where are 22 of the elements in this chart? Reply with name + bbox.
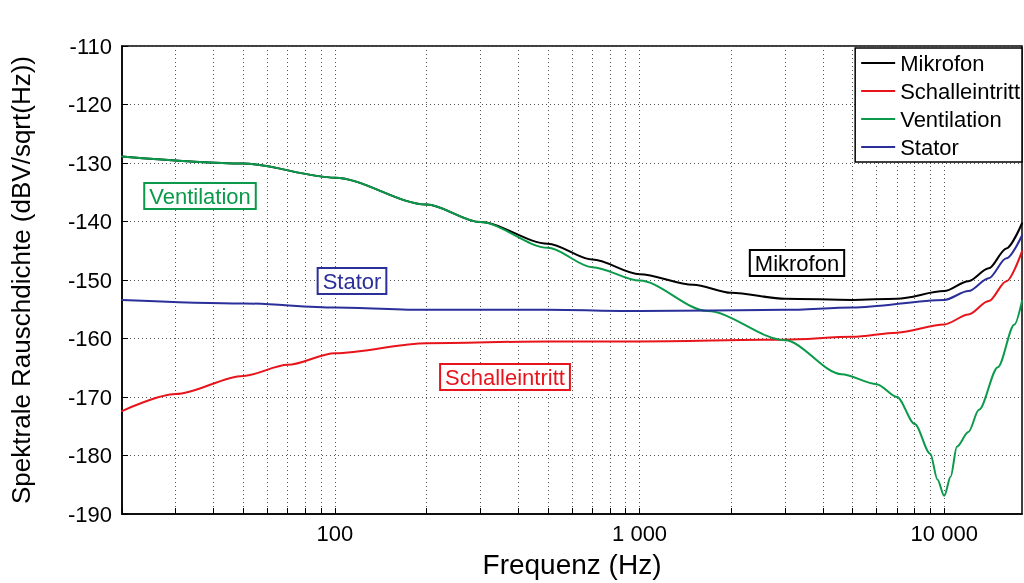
text: Mikrofon xyxy=(754,250,840,276)
y-tick-label: -150 xyxy=(67,267,112,293)
y-tick-label: -110 xyxy=(69,33,112,59)
y-tick-label: -130 xyxy=(67,150,112,176)
x-tick-label: 1 000 xyxy=(612,520,668,546)
x-tick-label: 10 000 xyxy=(910,520,978,546)
y-tick-label: -170 xyxy=(67,384,112,410)
legend-label: Stator xyxy=(900,134,959,160)
y-axis-title: Spektrale Rauschdichte (dBV/sqrt(Hz)) xyxy=(6,56,36,504)
y-tick-label: -180 xyxy=(67,443,112,468)
legend-label: Schalleintritt xyxy=(900,78,1021,104)
text: Ventilation xyxy=(149,183,251,209)
x-tick-label: 100 xyxy=(316,520,354,546)
text: Stator xyxy=(322,268,382,294)
legend-label: Mikrofon xyxy=(900,50,985,76)
y-tick-label: -190 xyxy=(67,501,112,527)
y-tick-label: -160 xyxy=(67,326,112,351)
y-tick-label: -120 xyxy=(67,92,112,117)
x-axis-title: Frequenz (Hz) xyxy=(482,548,662,580)
text: Schalleintritt xyxy=(445,364,565,390)
y-tick-label: -140 xyxy=(67,209,112,234)
legend-label: Ventilation xyxy=(900,106,1002,132)
